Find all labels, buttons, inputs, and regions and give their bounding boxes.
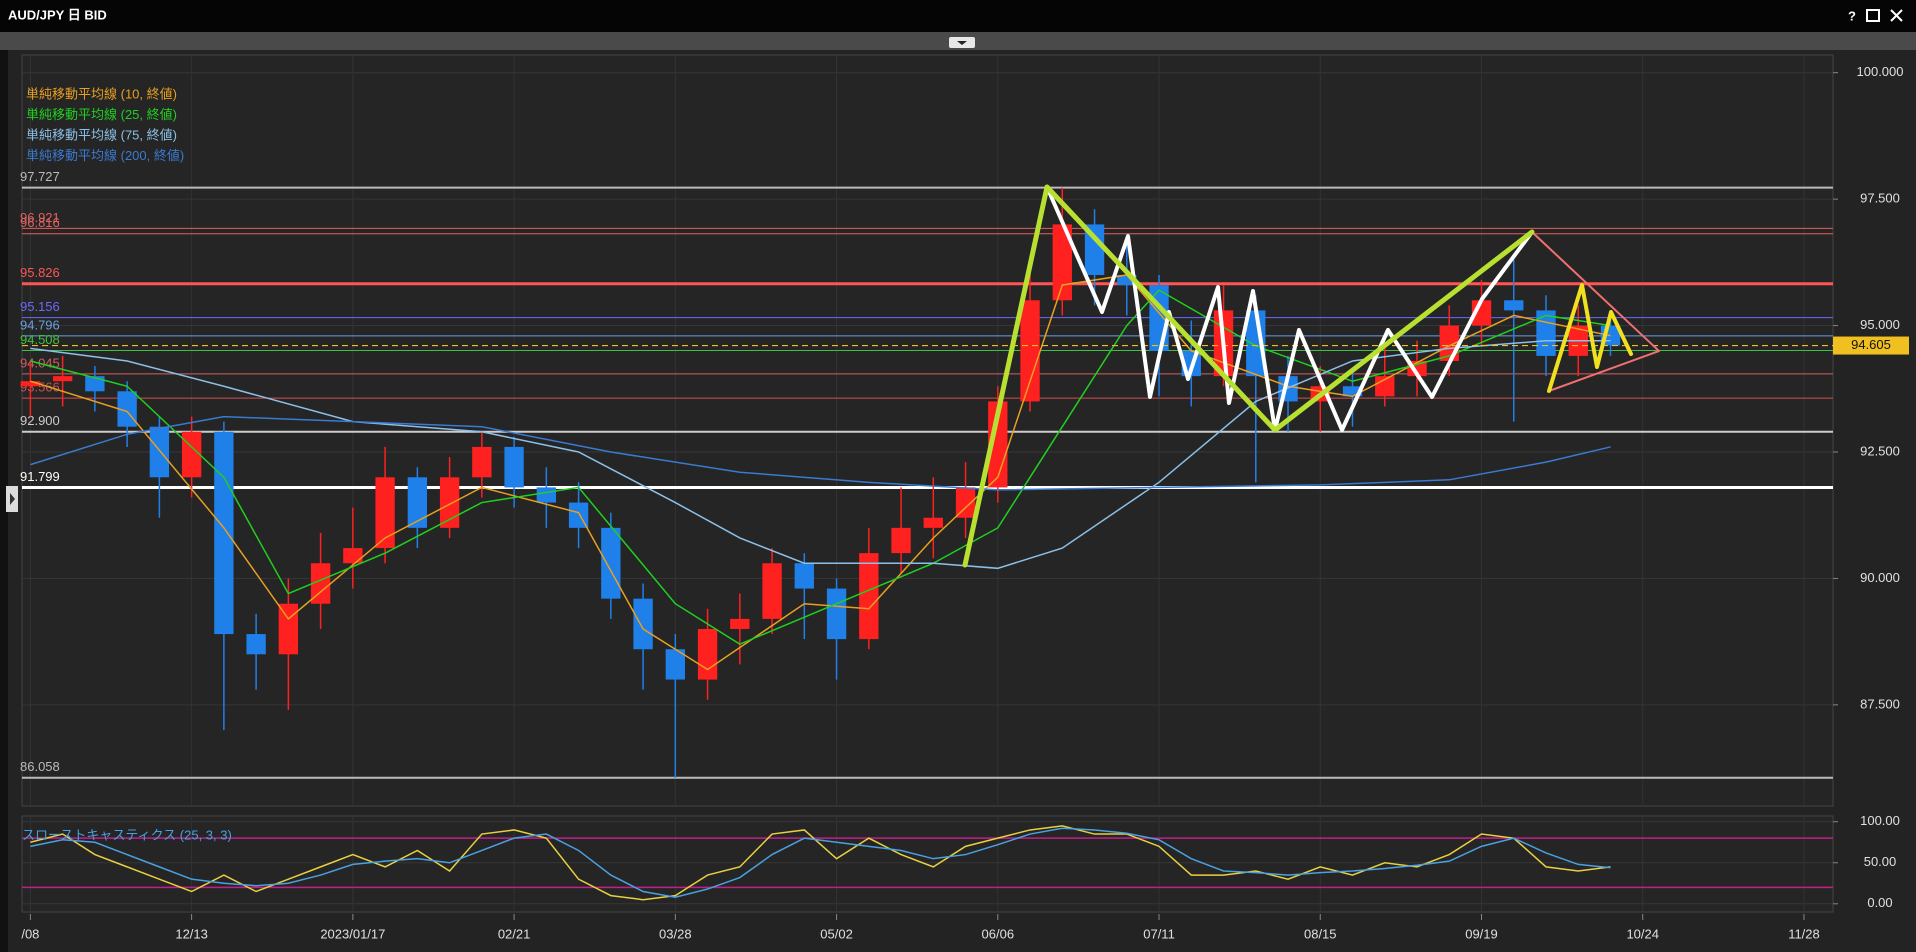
candle-body (375, 477, 395, 549)
candle-body (149, 426, 170, 478)
y-tick-label: 95.000 (1860, 317, 1900, 332)
candle-body (310, 563, 331, 604)
x-tick-label: 10/24 (1626, 926, 1659, 941)
candle-body (20, 381, 41, 387)
candle-body (923, 517, 943, 528)
level-label: 94.508 (20, 332, 60, 347)
legend-entry: 単純移動平均線 (25, 終値) (26, 107, 177, 122)
x-tick-label: 03/28 (659, 926, 692, 941)
candle-body (85, 376, 105, 392)
candle-body (343, 548, 363, 564)
candle-body (1052, 224, 1072, 301)
candle-body (826, 588, 847, 640)
level-label: 91.799 (20, 469, 60, 484)
close-button[interactable] (1890, 9, 1903, 22)
title-bar (0, 0, 1916, 32)
level-label: 95.826 (20, 265, 60, 280)
drawn-patterns (962, 184, 1660, 568)
candle-body (891, 527, 911, 554)
help-button[interactable]: ? (1848, 8, 1856, 23)
legend-entry: 単純移動平均線 (10, 終値) (26, 86, 177, 101)
series-line (30, 825, 1611, 901)
side-tab-arrow (10, 493, 15, 505)
level-label: 95.156 (20, 299, 60, 314)
candle-body (988, 401, 1008, 488)
candle-body (665, 649, 686, 680)
candle-body (633, 598, 653, 650)
x-tick-label: 06/06 (982, 926, 1015, 941)
series-line (30, 415, 1611, 491)
series-line (30, 274, 1611, 671)
x-tick-label: 09/19 (1465, 926, 1498, 941)
candle-body (730, 618, 750, 629)
candle-body (1504, 300, 1524, 311)
y-tick-label: 0.00 (1867, 895, 1892, 910)
x-tick-label: 12/13 (175, 926, 208, 941)
level-label: 92.900 (20, 413, 60, 428)
candle-body (1084, 224, 1105, 275)
main-plot (21, 54, 1834, 807)
y-tick-label: 92.500 (1860, 443, 1900, 458)
candle-body (472, 446, 492, 478)
level-label: 96.921 (20, 210, 60, 225)
candle-body (1020, 300, 1040, 402)
y-tick-label: 87.500 (1860, 696, 1900, 711)
level-label: 94.796 (20, 317, 60, 332)
x-tick-label: 07/11 (1143, 926, 1175, 941)
candle-body (794, 563, 814, 589)
x-tick-label: 05/02 (820, 926, 853, 941)
last-price-box (1833, 336, 1909, 355)
maximize-button[interactable] (1866, 9, 1880, 22)
candle-body (246, 634, 266, 655)
legend-entry: 単純移動平均線 (75, 終値) (26, 127, 177, 142)
level-label: 96.816 (20, 215, 60, 230)
y-tick-label: 97.500 (1860, 191, 1900, 206)
wave-pattern (1547, 283, 1633, 393)
candle-body (955, 487, 976, 518)
candle-body (697, 628, 718, 680)
series-line (30, 289, 1611, 646)
candle-body (181, 431, 202, 478)
candle-body (1342, 386, 1363, 397)
layers: 100.000 97.500 95.000 92.500 90.000 87.500 97.… (20, 55, 1909, 941)
x-tick-label: 2023/01/17 (320, 926, 385, 941)
candle-body (214, 431, 234, 635)
candle-body (504, 446, 524, 488)
y-tick-label: 50.00 (1864, 854, 1897, 869)
x-tick-label: 08/15 (1304, 926, 1337, 941)
dropdown-arrow (957, 41, 967, 45)
y-tick-label: 100.00 (1860, 813, 1900, 828)
left-strip (0, 50, 8, 952)
candle-body (762, 563, 782, 619)
candle-body (278, 603, 299, 655)
candle-body (407, 477, 428, 528)
triangle-pattern (1531, 231, 1660, 392)
level-label: 97.727 (20, 169, 60, 184)
candle-body (52, 376, 73, 382)
legend-entry: 単純移動平均線 (200, 終値) (26, 148, 184, 163)
level-label: 86.058 (20, 759, 60, 774)
candle-body (859, 553, 879, 640)
series-line (30, 827, 1611, 898)
x-tick-label: /08 (21, 926, 39, 941)
panel-title: スローストキャスティクス (25, 3, 3) (22, 827, 232, 842)
y-tick-label: 100.000 (1857, 64, 1904, 79)
candle-body (439, 477, 460, 528)
x-tick-label: 11/28 (1788, 926, 1820, 941)
candle-body (536, 487, 557, 503)
last-price-label: 94.605 (1851, 337, 1891, 352)
wave-pattern (962, 184, 1535, 568)
candle-body (601, 527, 621, 599)
window-title: AUD/JPY 日 BID (8, 7, 107, 22)
y-tick-label: 90.000 (1860, 570, 1900, 585)
x-tick-label: 02/21 (498, 926, 531, 941)
candle-body (1117, 274, 1137, 286)
